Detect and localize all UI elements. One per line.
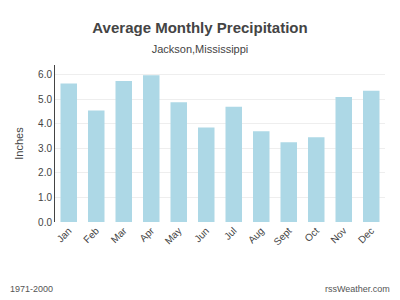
svg-text:Jun: Jun xyxy=(192,225,211,244)
svg-text:Mar: Mar xyxy=(109,225,129,245)
svg-text:May: May xyxy=(163,225,184,246)
svg-text:Jul: Jul xyxy=(222,225,239,242)
svg-text:4.0: 4.0 xyxy=(38,118,52,129)
svg-text:Inches: Inches xyxy=(13,127,25,160)
svg-text:1.0: 1.0 xyxy=(38,192,52,203)
svg-text:6.0: 6.0 xyxy=(38,69,52,80)
svg-text:Apr: Apr xyxy=(137,225,156,244)
svg-text:Jackson,Mississippi: Jackson,Mississippi xyxy=(152,43,249,55)
svg-text:Jan: Jan xyxy=(55,225,74,244)
svg-text:2.0: 2.0 xyxy=(38,167,52,178)
svg-text:Aug: Aug xyxy=(246,225,266,245)
svg-text:Nov: Nov xyxy=(328,225,348,245)
svg-text:1971-2000: 1971-2000 xyxy=(10,284,53,294)
svg-text:rssWeather.com: rssWeather.com xyxy=(325,284,390,294)
svg-text:0.0: 0.0 xyxy=(38,217,52,228)
svg-text:5.0: 5.0 xyxy=(38,94,52,105)
svg-text:Sept: Sept xyxy=(271,225,293,247)
svg-text:Average Monthly Precipitation: Average Monthly Precipitation xyxy=(92,19,307,36)
svg-text:3.0: 3.0 xyxy=(38,143,52,154)
svg-text:Dec: Dec xyxy=(356,225,376,245)
svg-text:Feb: Feb xyxy=(81,225,101,245)
svg-text:Oct: Oct xyxy=(302,225,321,244)
